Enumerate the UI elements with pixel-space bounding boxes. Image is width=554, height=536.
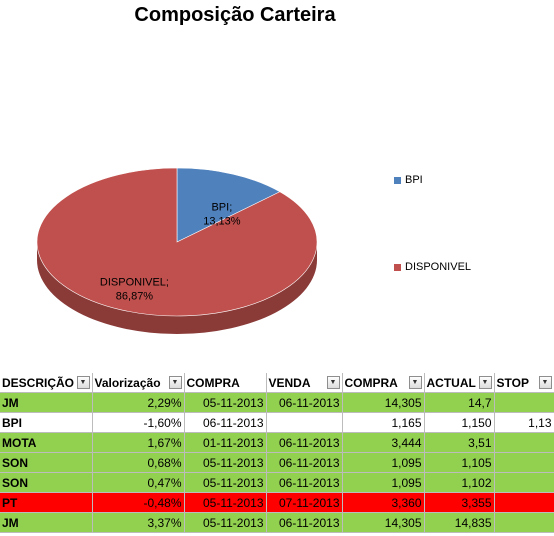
cell-venda[interactable]: 06-11-2013 — [266, 512, 343, 533]
header-actual: ACTUAL ▼ — [424, 373, 495, 393]
header-compra-price: COMPRA ▼ — [342, 373, 425, 393]
cell-compra-date[interactable]: 05-11-2013 — [184, 492, 267, 513]
table-row: BPI -1,60% 06-11-2013 1,165 1,150 1,13 — [0, 412, 554, 433]
dropdown-arrow-icon[interactable]: ▼ — [168, 376, 182, 389]
dropdown-arrow-icon[interactable]: ▼ — [408, 376, 422, 389]
header-valorizacao: Valorização ▼ — [92, 373, 185, 393]
cell-descricao[interactable]: SON — [0, 472, 93, 493]
cell-descricao[interactable]: MOTA — [0, 432, 93, 453]
dropdown-arrow-icon[interactable]: ▼ — [478, 376, 492, 389]
cell-compra-price[interactable]: 14,305 — [342, 392, 425, 413]
cell-venda[interactable]: 06-11-2013 — [266, 452, 343, 473]
table-row: PT -0,48% 05-11-2013 07-11-2013 3,360 3,355 — [0, 492, 554, 513]
dropdown-arrow-icon[interactable]: ▼ — [326, 376, 340, 389]
cell-compra-date[interactable]: 01-11-2013 — [184, 432, 267, 453]
cell-stop[interactable] — [494, 452, 554, 473]
cell-venda[interactable]: 06-11-2013 — [266, 432, 343, 453]
cell-compra-price[interactable]: 1,095 — [342, 452, 425, 473]
header-stop: STOP ▼ — [494, 373, 554, 393]
legend-swatch-disponivel — [394, 263, 401, 271]
table-row: JM 3,37% 05-11-2013 06-11-2013 14,305 14,835 — [0, 512, 554, 533]
cell-valorizacao[interactable]: 2,29% — [92, 392, 185, 413]
cell-compra-date[interactable]: 05-11-2013 — [184, 512, 267, 533]
cell-descricao[interactable]: PT — [0, 492, 93, 513]
pie-plot: BPI; 13,13% DISPONIVEL; 86,87% — [36, 167, 318, 334]
pie-chart[interactable]: Composição Carteira BPI; 13,13% DISPONIVEL… — [0, 0, 554, 372]
cell-stop[interactable] — [494, 392, 554, 413]
legend-label-bpi: BPI — [405, 174, 423, 186]
header-row: DESCRIÇÃO ▼ Valorização ▼ COMPRA VENDA ▼ CO… — [0, 373, 554, 393]
cell-actual[interactable]: 14,835 — [424, 512, 495, 533]
cell-venda[interactable]: 06-11-2013 — [266, 472, 343, 493]
cell-stop[interactable] — [494, 472, 554, 493]
table-row: JM 2,29% 05-11-2013 06-11-2013 14,305 14,7 — [0, 392, 554, 413]
portfolio-table: DESCRIÇÃO ▼ Valorização ▼ COMPRA VENDA ▼ CO… — [0, 373, 554, 533]
pie-side-disponivel — [37, 242, 317, 334]
cell-compra-date[interactable]: 05-11-2013 — [184, 452, 267, 473]
dropdown-arrow-icon[interactable]: ▼ — [76, 376, 90, 389]
cell-compra-date[interactable]: 06-11-2013 — [184, 412, 267, 433]
cell-stop[interactable] — [494, 512, 554, 533]
cell-valorizacao[interactable]: -0,48% — [92, 492, 185, 513]
data-label-disponivel: DISPONIVEL; 86,87% — [100, 276, 169, 302]
cell-compra-price[interactable]: 1,165 — [342, 412, 425, 433]
table-row: SON 0,47% 05-11-2013 06-11-2013 1,095 1,102 — [0, 472, 554, 493]
legend-item-bpi: BPI — [394, 174, 423, 186]
cell-actual[interactable]: 1,150 — [424, 412, 495, 433]
header-descricao: DESCRIÇÃO ▼ — [0, 373, 93, 393]
header-venda: VENDA ▼ — [266, 373, 343, 393]
data-label-bpi: BPI; 13,13% — [203, 202, 241, 228]
cell-actual[interactable]: 1,102 — [424, 472, 495, 493]
cell-valorizacao[interactable]: -1,60% — [92, 412, 185, 433]
cell-compra-price[interactable]: 14,305 — [342, 512, 425, 533]
cell-stop[interactable] — [494, 492, 554, 513]
cell-stop[interactable] — [494, 432, 554, 453]
cell-valorizacao[interactable]: 1,67% — [92, 432, 185, 453]
legend-swatch-bpi — [394, 176, 401, 184]
cell-venda[interactable]: 07-11-2013 — [266, 492, 343, 513]
table-row: SON 0,68% 05-11-2013 06-11-2013 1,095 1,105 — [0, 452, 554, 473]
cell-actual[interactable]: 3,355 — [424, 492, 495, 513]
cell-valorizacao[interactable]: 3,37% — [92, 512, 185, 533]
cell-compra-price[interactable]: 3,360 — [342, 492, 425, 513]
cell-compra-date[interactable]: 05-11-2013 — [184, 392, 267, 413]
cell-venda[interactable]: 06-11-2013 — [266, 392, 343, 413]
dropdown-arrow-icon[interactable]: ▼ — [538, 376, 552, 389]
header-compra-date: COMPRA — [184, 373, 267, 393]
cell-stop[interactable]: 1,13 — [494, 412, 554, 433]
cell-compra-date[interactable]: 05-11-2013 — [184, 472, 267, 493]
cell-actual[interactable]: 1,105 — [424, 452, 495, 473]
legend-item-disponivel: DISPONIVEL — [394, 261, 471, 273]
cell-compra-price[interactable]: 3,444 — [342, 432, 425, 453]
cell-compra-price[interactable]: 1,095 — [342, 472, 425, 493]
pie-slice-bpi[interactable] — [176, 167, 281, 243]
cell-descricao[interactable]: JM — [0, 512, 93, 533]
cell-descricao[interactable]: SON — [0, 452, 93, 473]
pie-slice-disponivel[interactable] — [36, 167, 318, 317]
cell-descricao[interactable]: BPI — [0, 412, 93, 433]
chart-title: Composição Carteira — [134, 4, 336, 26]
table-row: MOTA 1,67% 01-11-2013 06-11-2013 3,444 3,51 — [0, 432, 554, 453]
cell-venda[interactable] — [266, 412, 343, 433]
cell-valorizacao[interactable]: 0,68% — [92, 452, 185, 473]
cell-actual[interactable]: 3,51 — [424, 432, 495, 453]
cell-actual[interactable]: 14,7 — [424, 392, 495, 413]
legend-label-disponivel: DISPONIVEL — [405, 261, 472, 273]
cell-valorizacao[interactable]: 0,47% — [92, 472, 185, 493]
cell-descricao[interactable]: JM — [0, 392, 93, 413]
